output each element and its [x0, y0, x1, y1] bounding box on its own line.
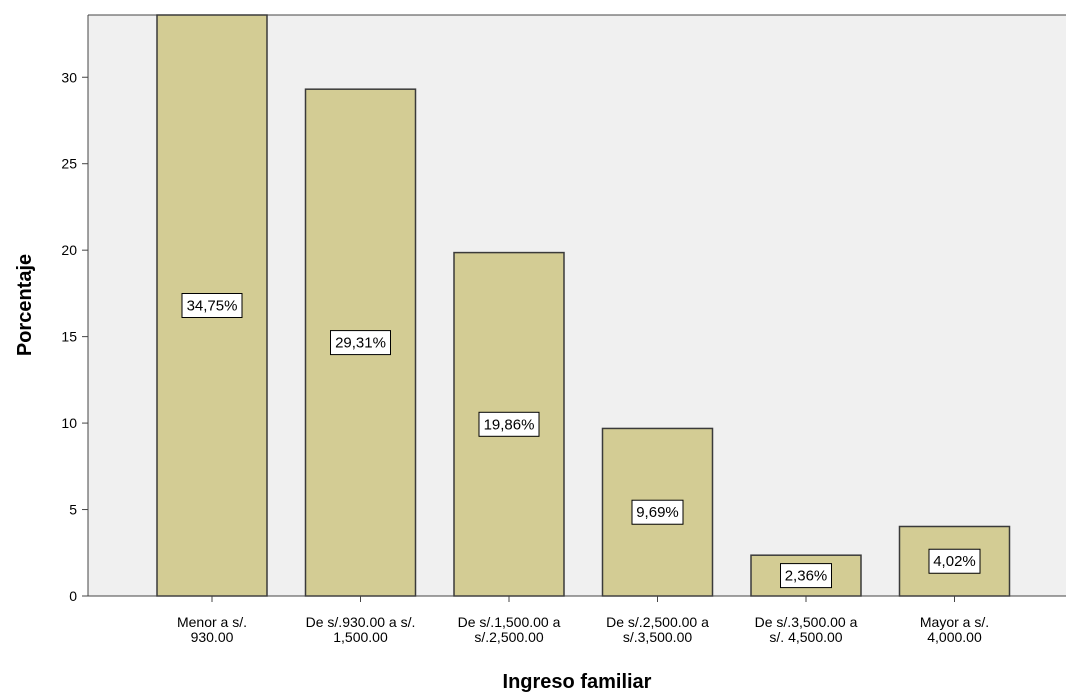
x-tick-label: De s/.2,500.00 a: [606, 614, 709, 630]
x-tick-label: s/.2,500.00: [474, 629, 543, 645]
x-tick-label: De s/.930.00 a s/.: [306, 614, 416, 630]
y-tick-label: 10: [61, 415, 77, 431]
y-axis-title: Porcentaje: [14, 254, 36, 356]
data-label: 2,36%: [785, 568, 828, 585]
data-label: 34,75%: [187, 298, 238, 315]
x-tick-label: De s/.3,500.00 a: [755, 614, 858, 630]
x-tick-label: 1,500.00: [333, 629, 388, 645]
y-tick-label: 0: [69, 588, 77, 604]
bar-group: 2,36%: [750, 554, 862, 597]
x-tick-label: s/. 4,500.00: [769, 629, 842, 645]
data-label-box: [478, 411, 540, 437]
x-tick-label: Menor a s/.: [177, 614, 247, 630]
data-label-box: [780, 563, 832, 589]
bar-group: 19,86%: [453, 251, 565, 597]
bar-group: 4,02%: [898, 525, 1011, 597]
x-axis: Menor a s/.930.00 De s/.930.00 a s/.1,500…: [88, 595, 1066, 645]
y-tick-label: 25: [61, 156, 77, 172]
bar-group: 34,75%: [156, 14, 268, 597]
data-label: 4,02%: [933, 553, 976, 570]
bar-group: 9,69%: [601, 427, 714, 597]
y-tick-label: 30: [61, 69, 77, 85]
data-label: 29,31%: [335, 335, 386, 352]
x-tick-label: Mayor a s/.: [920, 614, 989, 630]
x-tick-label: De s/.1,500.00 a: [458, 614, 561, 630]
data-label: 9,69%: [636, 504, 679, 521]
data-label-box: [631, 499, 684, 525]
data-label-box: [330, 330, 391, 356]
data-label: 19,86%: [484, 416, 535, 433]
y-tick-label: 20: [61, 242, 77, 258]
data-label-box: [181, 293, 243, 318]
x-tick-label: 4,000.00: [927, 629, 982, 645]
data-label-box: [928, 548, 981, 574]
x-tick-label: s/.3,500.00: [623, 629, 692, 645]
x-axis-title: Ingreso familiar: [503, 671, 652, 693]
y-tick-label: 5: [69, 502, 77, 518]
y-tick-label: 15: [61, 329, 77, 345]
x-tick-label: 930.00: [191, 629, 234, 645]
bar-group: 29,31%: [304, 88, 417, 597]
bars-group: 34,75% 29,31% 19,86% 9,69% 2,36% 4,02%: [156, 14, 1011, 597]
